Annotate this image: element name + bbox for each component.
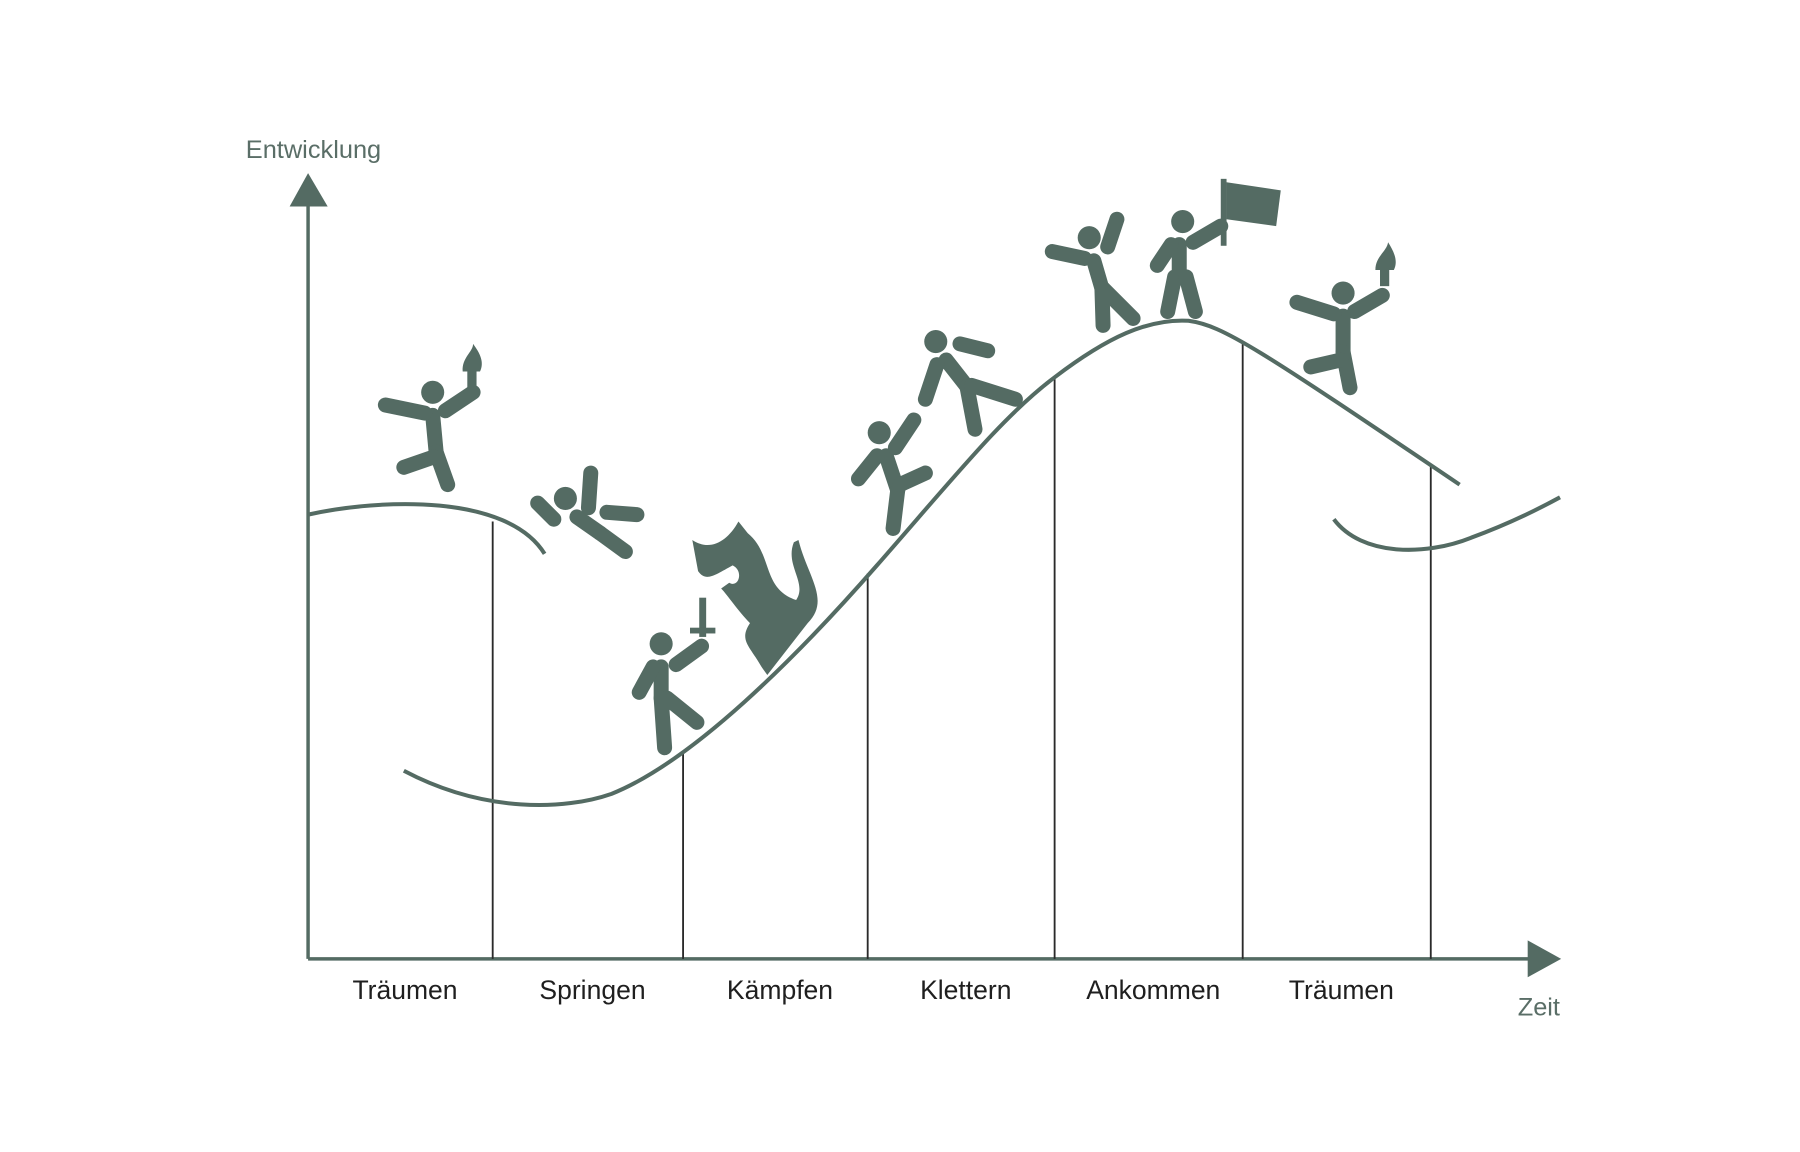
phase-label: Ankommen <box>1086 975 1220 1005</box>
phase-label: Träumen <box>1289 975 1394 1005</box>
phase-label: Springen <box>539 975 645 1005</box>
figure-dreamer <box>377 343 482 493</box>
figure-fighter <box>631 597 716 756</box>
y-arrow <box>289 173 328 207</box>
dragon <box>692 521 818 675</box>
figure-arrived-1 <box>1044 211 1141 333</box>
y-label: Entwicklung <box>246 136 381 164</box>
figure-dreamer-2 <box>1289 242 1396 396</box>
figure-climber-1 <box>850 412 933 536</box>
curves <box>307 318 1561 808</box>
x-arrow <box>1527 940 1562 978</box>
figure-climber-2 <box>917 330 1023 437</box>
phase-label: Klettern <box>920 975 1011 1005</box>
phase-label: Träumen <box>352 975 457 1005</box>
x-label: Zeit <box>1518 993 1560 1021</box>
phase-labels: Träumen Springen Kämpfen Klettern Ankommen Tr… <box>352 975 1393 1005</box>
figure-arrived-2 <box>1149 178 1281 320</box>
phase-label: Kämpfen <box>727 975 833 1005</box>
dividers <box>491 341 1432 959</box>
figure-jumper <box>530 465 645 560</box>
